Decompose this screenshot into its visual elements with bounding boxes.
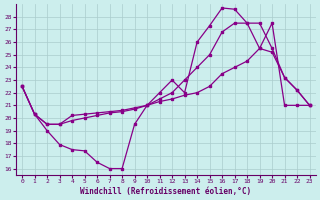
- X-axis label: Windchill (Refroidissement éolien,°C): Windchill (Refroidissement éolien,°C): [80, 187, 252, 196]
